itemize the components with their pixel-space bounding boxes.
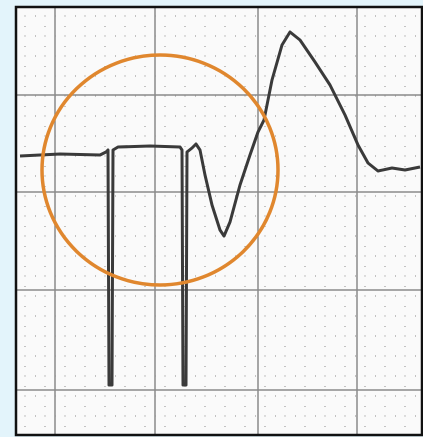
page: [0, 0, 423, 437]
ecg-screenshot: [0, 0, 423, 437]
